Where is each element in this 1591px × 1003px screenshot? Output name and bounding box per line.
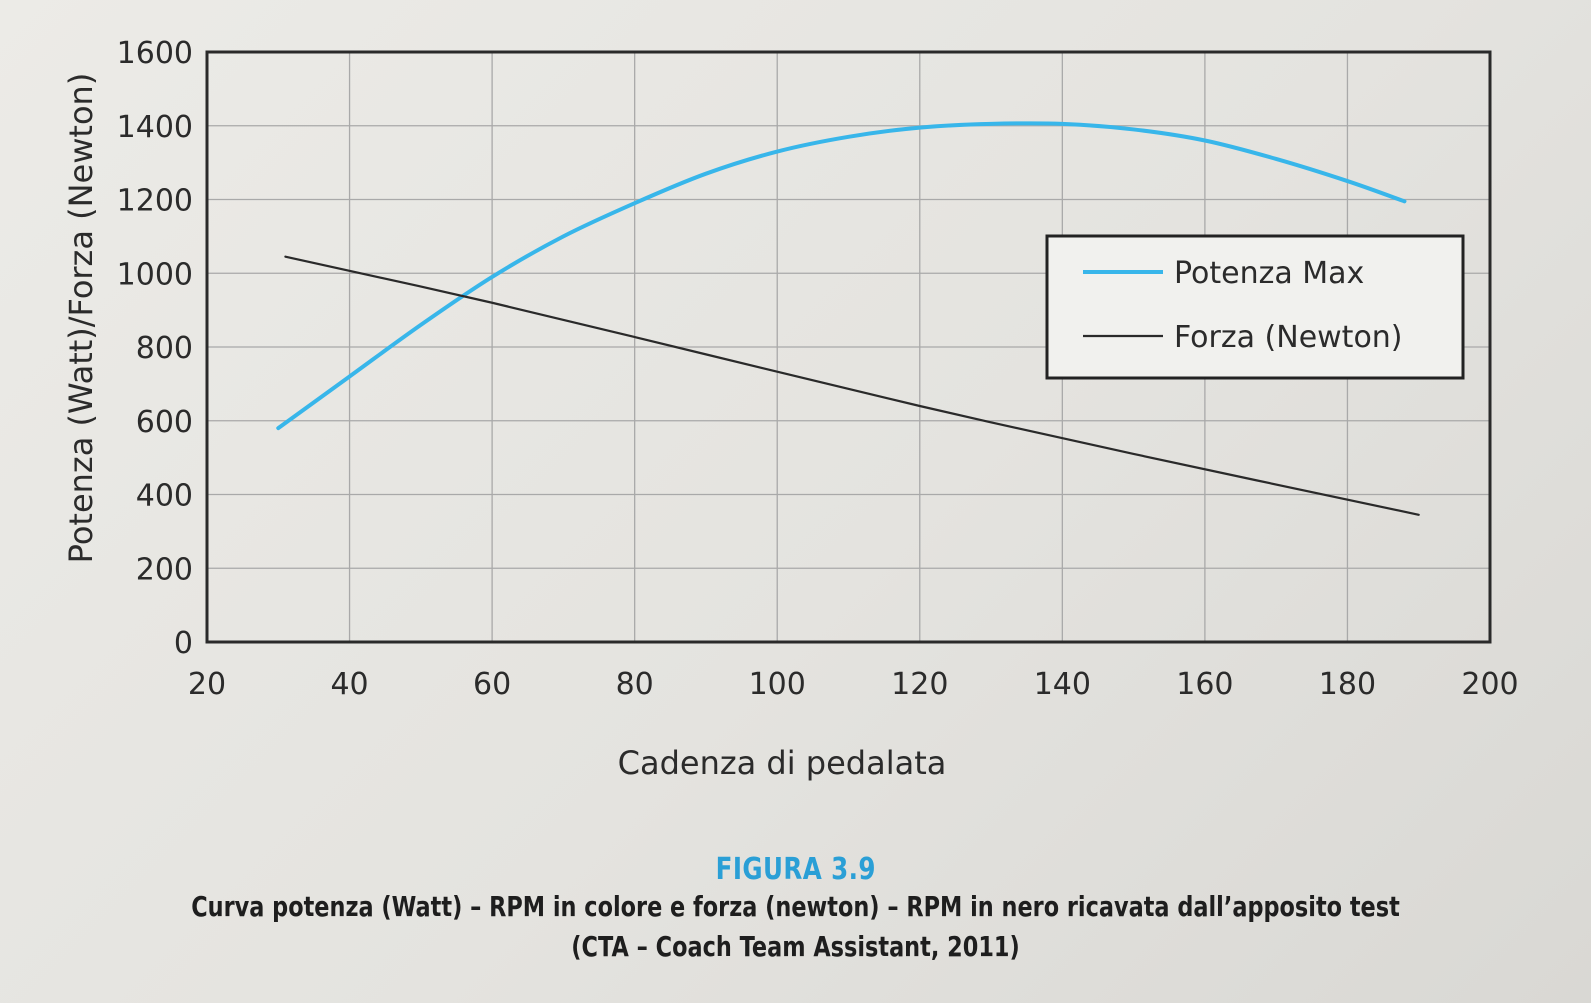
y-tick-label-800: 800	[136, 331, 193, 366]
caption-line-2: (CTA – Coach Team Assistant, 2011)	[571, 930, 1020, 963]
y-tick-label-1000: 1000	[117, 257, 193, 292]
legend-box	[1045, 234, 1465, 380]
x-tick-label-140: 140	[1034, 667, 1091, 702]
x-tick-label-40: 40	[330, 667, 368, 702]
x-tick-label-160: 160	[1176, 667, 1233, 702]
series-line-potenza-max	[276, 121, 1407, 431]
y-tick-label-1400: 1400	[117, 110, 193, 145]
y-tick-label-600: 600	[136, 405, 193, 440]
legend: Potenza Max Forza (Newton)	[1045, 234, 1465, 380]
x-tick-label-120: 120	[891, 667, 948, 702]
x-tick-label-60: 60	[473, 667, 511, 702]
x-tick-label-20: 20	[188, 667, 226, 702]
series-line-forza-newton	[284, 255, 1420, 516]
series	[276, 121, 1420, 516]
figure-caption: FIGURA 3.9 Curva potenza (Watt) – RPM in…	[0, 852, 1591, 967]
y-tick-label-200: 200	[136, 552, 193, 587]
legend-label-forza-newton: Forza (Newton)	[1174, 320, 1403, 355]
y-tick-label-400: 400	[136, 479, 193, 514]
figure-number: FIGURA 3.9	[715, 852, 876, 887]
caption-line-1: Curva potenza (Watt) – RPM in colore e f…	[191, 890, 1400, 923]
y-tick-label-1200: 1200	[117, 184, 193, 219]
x-tick-label-180: 180	[1319, 667, 1376, 702]
x-axis-title: Cadenza di pedalata	[618, 744, 947, 782]
x-tick-label-200: 200	[1461, 667, 1518, 702]
tick-labels: 20 40 60 80 100 120 140 160 180 200 0 200 400 600 800 1…	[117, 36, 1519, 702]
y-axis-title: Potenza (Watt)/Forza (Newton)	[62, 73, 100, 564]
legend-label-potenza-max: Potenza Max	[1174, 256, 1364, 291]
plot-frame	[205, 50, 1492, 644]
y-tick-label-1600: 1600	[117, 36, 193, 71]
x-tick-label-80: 80	[616, 667, 654, 702]
x-tick-label-100: 100	[749, 667, 806, 702]
y-tick-label-0: 0	[174, 626, 193, 661]
line-chart: 20 40 60 80 100 120 140 160 180 200 0 200 400 600 800 1…	[62, 36, 1519, 782]
